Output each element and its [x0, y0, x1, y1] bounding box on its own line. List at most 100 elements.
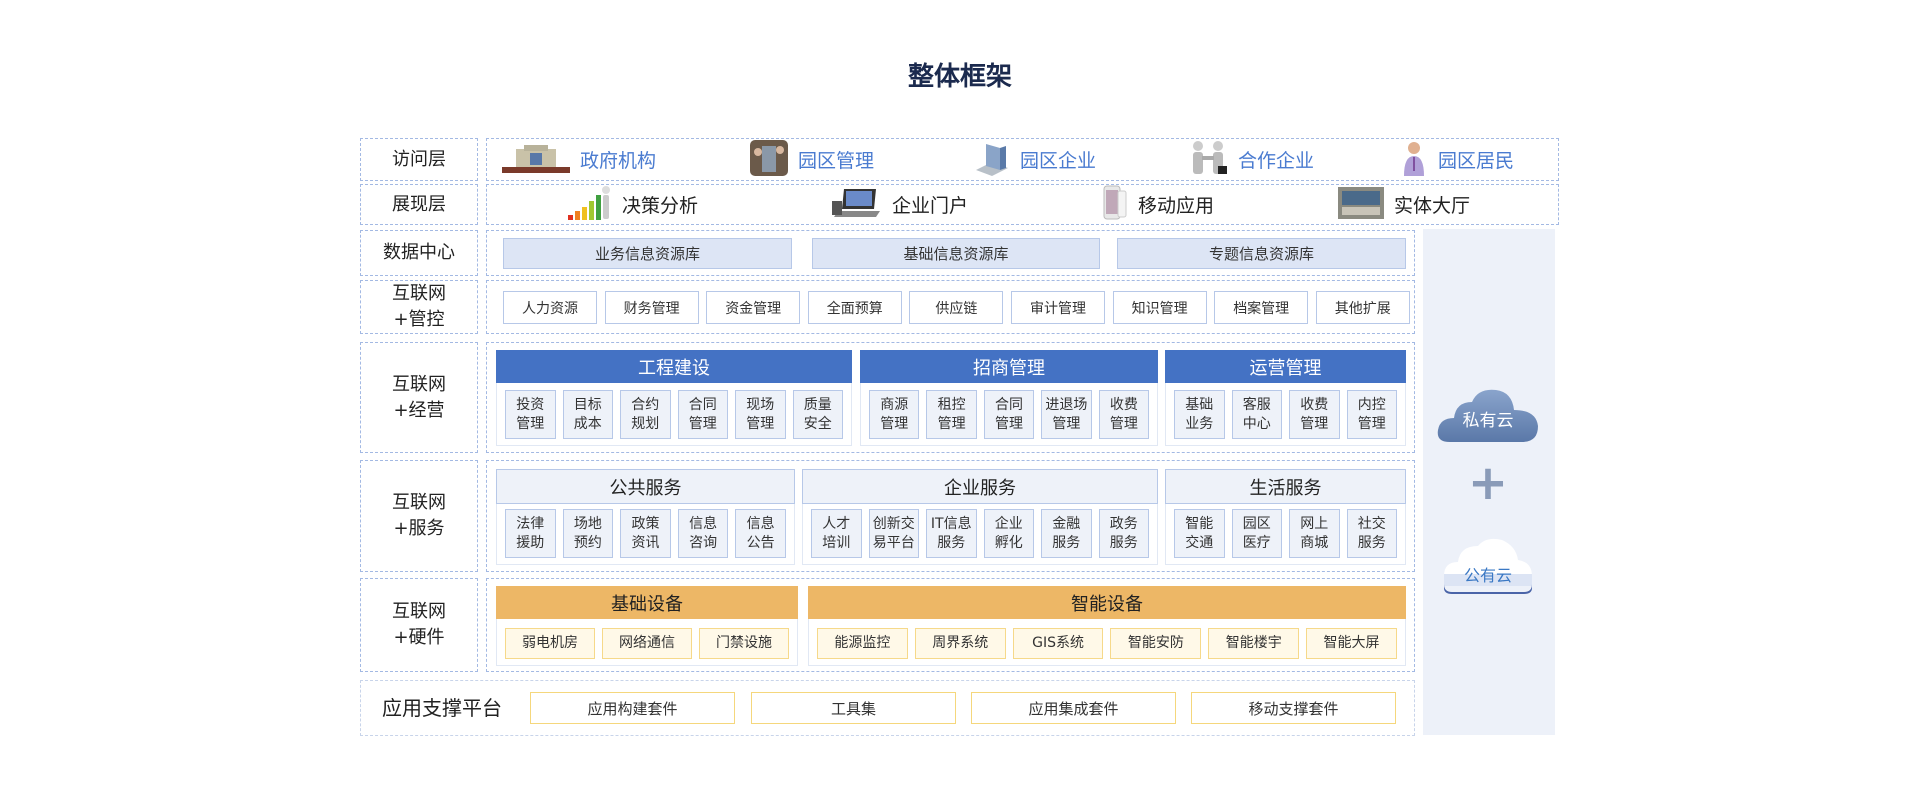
access-item[interactable]: 政府机构 — [502, 138, 656, 181]
access-item-label: 政府机构 — [580, 150, 657, 172]
service-item[interactable]: 网上 商城 — [1289, 509, 1340, 558]
service-item[interactable]: 园区 医疗 — [1231, 509, 1282, 558]
public-cloud-icon — [1442, 536, 1534, 594]
service-item[interactable]: 智能 交通 — [1174, 509, 1225, 558]
presentation-item[interactable]: 企业门户 — [832, 184, 968, 225]
operation-item[interactable]: 投资 管理 — [505, 390, 556, 439]
operation-item[interactable]: 合约 规划 — [620, 390, 671, 439]
control-module[interactable]: 财务管理 — [604, 291, 699, 324]
operation-item[interactable]: 租控 管理 — [926, 390, 977, 439]
hardware-item[interactable]: 网络通信 — [602, 628, 692, 659]
hardware-item[interactable]: 弱电机房 — [505, 628, 595, 659]
platform-module[interactable]: 工具集 — [751, 692, 956, 724]
access-item[interactable]: 合作企业 — [1188, 138, 1314, 181]
resource-library[interactable]: 业务信息资源库 — [503, 238, 792, 269]
hardware-item[interactable]: 智能楼宇 — [1208, 628, 1300, 659]
service-row — [486, 460, 1415, 572]
operation-label: 互联网 +经营 — [360, 342, 478, 453]
operation-item[interactable]: 目标 成本 — [562, 390, 613, 439]
control-row — [486, 280, 1415, 334]
service-item[interactable]: 金融 服务 — [1041, 509, 1092, 558]
group-items: 弱电机房 网络通信 门禁设施 — [505, 628, 789, 659]
operation-item[interactable]: 质量 安全 — [792, 390, 843, 439]
service-item[interactable]: 政务 服务 — [1098, 509, 1149, 558]
group-items: 智能 交通 园区 医疗 网上 商城 社交 服务 — [1174, 509, 1397, 558]
service-item[interactable]: 信息 公告 — [735, 509, 786, 558]
presentation-item[interactable]: 决策分析 — [566, 184, 698, 225]
group-header[interactable]: 生活服务 — [1165, 469, 1406, 504]
group-header[interactable]: 工程建设 — [496, 350, 852, 383]
group-items: 法律 援助 场地 预约 政策 资讯 信息 咨询 信息 公告 — [505, 509, 786, 558]
presentation-item-label: 决策分析 — [622, 195, 699, 217]
platform-module[interactable]: 移动支撑套件 — [1191, 692, 1396, 724]
control-module[interactable]: 资金管理 — [706, 291, 801, 324]
hardware-item[interactable]: 智能安防 — [1110, 628, 1202, 659]
service-group: 生活服务智能 交通 园区 医疗 网上 商城 社交 服务 — [1165, 469, 1406, 565]
platform-module[interactable]: 应用集成套件 — [971, 692, 1176, 724]
hardware-item[interactable]: 能源监控 — [817, 628, 908, 659]
group-header[interactable]: 招商管理 — [860, 350, 1158, 383]
access-item-label: 合作企业 — [1238, 150, 1315, 172]
group-header[interactable]: 企业服务 — [802, 469, 1158, 504]
operation-item[interactable]: 收费 管理 — [1098, 390, 1150, 439]
access-item[interactable]: 园区居民 — [1400, 138, 1514, 181]
plus-icon: + — [1467, 455, 1509, 511]
operation-item[interactable]: 合同 管理 — [983, 390, 1035, 439]
operation-item[interactable]: 基础 业务 — [1174, 390, 1225, 439]
public-cloud-label: 公有云 — [1463, 566, 1512, 585]
platform-module[interactable]: 应用构建套件 — [530, 692, 735, 724]
group-header[interactable]: 智能设备 — [808, 586, 1406, 619]
service-item[interactable]: 企业 孵化 — [983, 509, 1034, 558]
park-management-photo-icon — [750, 139, 788, 180]
group-header[interactable]: 基础设备 — [496, 586, 798, 619]
operation-item[interactable]: 进退场 管理 — [1041, 390, 1092, 439]
access-item[interactable]: 园区企业 — [972, 138, 1096, 181]
group-header[interactable]: 公共服务 — [496, 469, 795, 504]
service-item[interactable]: 创新交 易平台 — [868, 509, 919, 558]
group-header[interactable]: 运营管理 — [1165, 350, 1406, 383]
service-item[interactable]: 人才 培训 — [811, 509, 862, 558]
group-items: 投资 管理 目标 成本 合约 规划 合同 管理 现场 管理 质量 安全 — [505, 390, 843, 439]
control-module[interactable]: 其他扩展 — [1315, 291, 1410, 324]
resource-library[interactable]: 基础信息资源库 — [812, 238, 1100, 269]
group-items: 商源 管理 租控 管理 合同 管理 进退场 管理 收费 管理 — [869, 390, 1150, 439]
presentation-layer-row — [486, 184, 1559, 225]
control-module[interactable]: 人力资源 — [503, 291, 597, 324]
hardware-item[interactable]: 智能大屏 — [1306, 628, 1397, 659]
control-module[interactable]: 全面预算 — [807, 291, 902, 324]
control-module[interactable]: 供应链 — [909, 291, 1004, 324]
page-title: 整体框架 — [907, 62, 1012, 92]
control-module[interactable]: 审计管理 — [1011, 291, 1105, 324]
control-module[interactable]: 档案管理 — [1214, 291, 1309, 324]
operation-item[interactable]: 客服 中心 — [1231, 390, 1282, 439]
service-item[interactable]: 社交 服务 — [1346, 509, 1397, 558]
presentation-item[interactable]: 移动应用 — [1102, 184, 1214, 225]
hardware-item[interactable]: GIS系统 — [1012, 628, 1104, 659]
hardware-item[interactable]: 周界系统 — [914, 628, 1006, 659]
service-item[interactable]: 场地 预约 — [562, 509, 614, 558]
service-item[interactable]: 信息 咨询 — [677, 509, 729, 558]
resource-library[interactable]: 专题信息资源库 — [1117, 238, 1406, 269]
service-item[interactable]: IT信息 服务 — [926, 509, 977, 558]
government-building-icon — [502, 143, 570, 177]
operation-item[interactable]: 现场 管理 — [735, 390, 786, 439]
service-label: 互联网 +服务 — [360, 460, 478, 572]
operation-item[interactable]: 合同 管理 — [677, 390, 728, 439]
hardware-row — [486, 578, 1415, 672]
operation-group: 招商管理商源 管理 租控 管理 合同 管理 进退场 管理 收费 管理 — [860, 350, 1158, 446]
hardware-group: 智能设备能源监控 周界系统 GIS系统 智能安防 智能楼宇 智能大屏 — [808, 586, 1406, 666]
presentation-item[interactable]: 实体大厅 — [1338, 184, 1470, 225]
hardware-item[interactable]: 门禁设施 — [699, 628, 789, 659]
control-module[interactable]: 知识管理 — [1112, 291, 1207, 324]
office-building-icon — [972, 140, 1010, 180]
hardware-label: 互联网 +硬件 — [360, 578, 478, 672]
access-layer-row — [486, 138, 1559, 181]
laptop-icon — [832, 187, 882, 223]
operation-item[interactable]: 商源 管理 — [869, 390, 920, 439]
operation-group: 工程建设投资 管理 目标 成本 合约 规划 合同 管理 现场 管理 质量 安全 — [496, 350, 852, 446]
operation-item[interactable]: 收费 管理 — [1289, 390, 1340, 439]
service-item[interactable]: 政策 资讯 — [620, 509, 671, 558]
access-item[interactable]: 园区管理 — [750, 138, 874, 181]
operation-item[interactable]: 内控 管理 — [1346, 390, 1397, 439]
service-item[interactable]: 法律 援助 — [505, 509, 556, 558]
